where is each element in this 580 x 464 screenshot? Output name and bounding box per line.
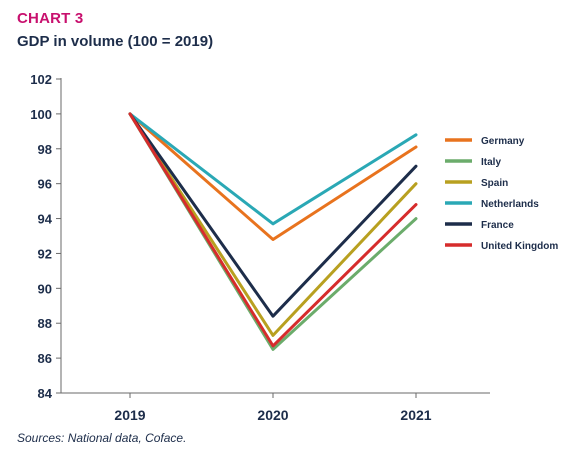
line-chart: 84 86 88 90 92 94 96 98 100 102 2019 2020 2021 German… — [30, 72, 558, 423]
y-tick-label: 100 — [30, 107, 52, 122]
chart-title: GDP in volume (100 = 2019) — [17, 33, 214, 50]
series-line-netherlands — [128, 112, 418, 226]
legend-label-spain: Spain — [481, 178, 508, 189]
legend-label-netherlands: Netherlands — [481, 199, 539, 210]
source-note: Sources: National data, Coface. — [17, 431, 187, 445]
chart-kicker: CHART 3 — [17, 10, 84, 27]
y-tick-label: 88 — [38, 316, 52, 331]
x-tick-label: 2021 — [400, 407, 431, 423]
y-tick-label: 84 — [38, 386, 53, 401]
legend-label-germany: Germany — [481, 136, 525, 147]
y-tick-label: 102 — [30, 72, 52, 87]
y-tick-label: 98 — [38, 142, 52, 157]
y-tick-label: 96 — [38, 177, 52, 192]
y-tick-label: 90 — [38, 281, 52, 296]
y-tick-label: 94 — [38, 212, 53, 227]
x-tick-label: 2019 — [114, 407, 145, 423]
series-line-spain — [128, 112, 418, 337]
legend-label-italy: Italy — [481, 157, 501, 168]
y-tick-label: 92 — [38, 246, 52, 261]
series-line-united-kingdom — [128, 112, 418, 348]
series-line-france — [128, 112, 418, 318]
legend-label-united-kingdom: United Kingdom — [481, 241, 558, 252]
series-line-germany — [128, 112, 418, 241]
x-tick-label: 2020 — [257, 407, 288, 423]
y-tick-label: 86 — [38, 351, 52, 366]
legend-label-france: France — [481, 220, 514, 231]
